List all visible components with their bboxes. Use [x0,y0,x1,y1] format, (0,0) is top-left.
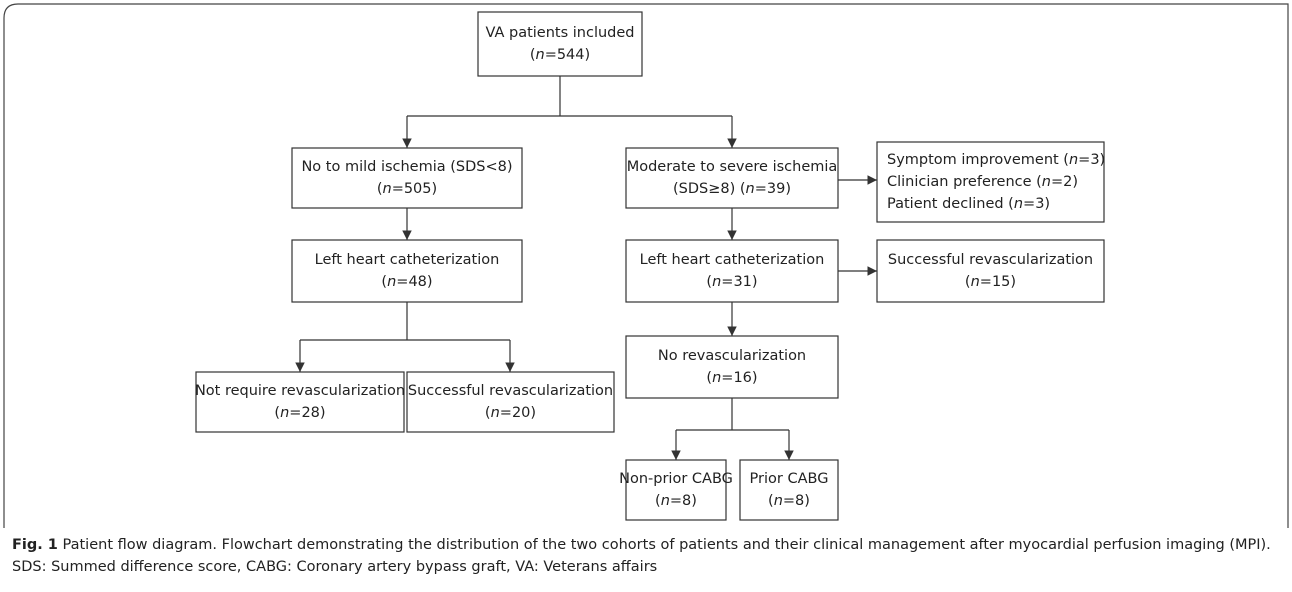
node-text: Left heart catheterization [315,252,500,268]
text-run: n [712,370,721,386]
node-box [739,459,839,521]
node-text: (n=31) [706,274,757,290]
text-run: =8) [670,493,697,509]
text-run: ( [485,405,491,421]
text-run: =16) [721,370,757,386]
node-box [477,11,643,77]
text-run: =2) [1051,174,1078,190]
text-run: ( [965,274,971,290]
text-run: =3) [1078,152,1105,168]
diagram: VA patients included(n=544)No to mild is… [3,3,1289,528]
text-run: =544) [545,47,590,63]
node-box [291,239,523,303]
text-run: =15) [980,274,1016,290]
node: VA patients included (n=544) [477,11,643,77]
node-box [876,239,1105,303]
node-text: (n=8) [655,493,697,509]
node-text: Clinician preference (n=2) [887,174,1078,190]
node: Symptom improvement (n=3)Clinician prefe… [876,141,1105,223]
text-run: ( [706,274,712,290]
node-box [291,147,523,209]
node: Moderate to severe ischemia (SDS≥8) (n=39… [625,147,839,209]
node-text: Moderate to severe ischemia [627,159,838,175]
node-text: (n=28) [274,405,325,421]
node-text: (n=16) [706,370,757,386]
node-text: Successful revascularization [408,383,613,399]
figure-border [3,3,1289,528]
node-text: (n=544) [530,47,590,63]
text-run: n [535,47,544,63]
node: Left heart catheterization (n=48) [291,239,523,303]
text-run: =31) [721,274,757,290]
text-run: (SDS≥8) ( [673,181,746,197]
text-run: ( [706,370,712,386]
node-text: (SDS≥8) (n=39) [673,181,791,197]
node-text: Left heart catheterization [640,252,825,268]
node-text: (n=20) [485,405,536,421]
text-run: =48) [396,274,432,290]
node-text: No revascularization [658,348,806,364]
node-box [406,371,615,433]
node-box [625,239,839,303]
node-text: (n=505) [377,181,437,197]
text-run: n [774,493,783,509]
node-text: Patient declined (n=3) [887,196,1050,212]
node-box [195,371,405,433]
text-run: =20) [500,405,536,421]
text-run: n [746,181,755,197]
text-run: n [1069,152,1078,168]
text-run: n [971,274,980,290]
text-run: =8) [783,493,810,509]
node-box [625,459,727,521]
node-text: No to mild ischemia (SDS<8) [301,159,512,175]
text-run: n [1042,174,1051,190]
node: Not require revascularization (n=28) [195,371,405,433]
text-run: n [491,405,500,421]
node-box [625,335,839,399]
nodes: VA patients included(n=544)No to mild is… [195,11,1105,521]
node-text: Prior CABG [750,471,829,487]
caption-text: Patient flow diagram. Flowchart demonstr… [12,537,1271,575]
text-run: ( [381,274,387,290]
text-run: Patient declined ( [887,196,1014,212]
text-run: ( [768,493,774,509]
text-run: =39) [755,181,791,197]
node: No to mild ischemia (SDS<8) (n=505) [291,147,523,209]
text-run: =28) [289,405,325,421]
node-text: Successful revascularization [888,252,1093,268]
node-text: Not require revascularization [195,383,405,399]
text-run: n [661,493,670,509]
text-run: Clinician preference ( [887,174,1042,190]
edges [295,76,877,460]
text-run: n [280,405,289,421]
text-run: ( [655,493,661,509]
text-run: n [387,274,396,290]
node-text: (n=8) [768,493,810,509]
text-run: n [1014,196,1023,212]
node-text: VA patients included [485,25,634,41]
node-box [625,147,839,209]
node: Successful revascularization (n=15) [876,239,1105,303]
text-run: ( [377,181,383,197]
caption-label: Fig. 1 [12,537,58,553]
text-run: =3) [1023,196,1050,212]
node: Left heart catheterization (n=31) [625,239,839,303]
node: Non-prior CABG (n=8) [619,459,733,521]
node: Successful revascularization (n=20) [406,371,615,433]
node: No revascularization (n=16) [625,335,839,399]
caption: Fig. 1 Patient flow diagram. Flowchart d… [12,534,1280,578]
text-run: n [382,181,391,197]
node-text: (n=48) [381,274,432,290]
text-run: ( [274,405,280,421]
text-run: Symptom improvement ( [887,152,1069,168]
text-run: =505) [392,181,437,197]
text-run: n [712,274,721,290]
text-run: ( [530,47,536,63]
node-text: Symptom improvement (n=3) [887,152,1105,168]
node-text: (n=15) [965,274,1016,290]
node-box [876,141,1105,223]
node: Prior CABG (n=8) [739,459,839,521]
node-text: Non-prior CABG [619,471,733,487]
